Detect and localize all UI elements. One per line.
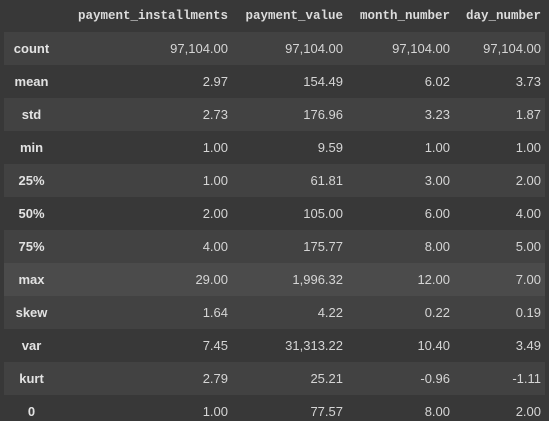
table-cell: 97,104.00 <box>483 41 541 56</box>
table-cell: 6.00 <box>424 206 450 221</box>
table-cell: 3.00 <box>424 173 450 188</box>
table-cell: 7.45 <box>202 338 228 353</box>
row-label: var <box>21 338 42 353</box>
row-label: 25% <box>18 173 45 188</box>
table-row: count 97,104.00 97,104.00 97,104.00 97,1… <box>4 32 545 65</box>
table-cell: 77.57 <box>310 404 343 419</box>
table-cell: 5.00 <box>515 239 541 254</box>
table-cell: 9.59 <box>317 140 343 155</box>
table-row: 25% 1.00 61.81 3.00 2.00 <box>4 164 545 197</box>
table-cell: 3.49 <box>515 338 541 353</box>
table-cell: -0.96 <box>420 371 450 386</box>
table-cell: 2.00 <box>202 206 228 221</box>
table-cell: 1.00 <box>202 140 228 155</box>
row-label: 0 <box>27 404 36 419</box>
row-label: std <box>21 107 42 122</box>
column-header-payment-installments: payment_installments <box>77 9 228 23</box>
table-row: 75% 4.00 175.77 8.00 5.00 <box>4 230 545 263</box>
table-row: max 29.00 1,996.32 12.00 7.00 <box>4 263 545 296</box>
column-header-month-number: month_number <box>359 9 450 23</box>
table-cell: 0.22 <box>424 305 450 320</box>
table-cell: 97,104.00 <box>285 41 343 56</box>
row-label: min <box>19 140 44 155</box>
table-cell: 3.23 <box>424 107 450 122</box>
table-cell: 175.77 <box>303 239 343 254</box>
table-cell: 154.49 <box>303 74 343 89</box>
table-cell: 8.00 <box>424 239 450 254</box>
table-row: 50% 2.00 105.00 6.00 4.00 <box>4 197 545 230</box>
row-label: mean <box>14 74 49 89</box>
table-cell: 31,313.22 <box>285 338 343 353</box>
table-cell: 10.40 <box>417 338 450 353</box>
table-cell: 8.00 <box>424 404 450 419</box>
row-label: kurt <box>19 371 44 386</box>
table-cell: 2.00 <box>515 173 541 188</box>
table-cell: 2.79 <box>202 371 228 386</box>
table-cell: 2.97 <box>202 74 228 89</box>
table-cell: 1.87 <box>515 107 541 122</box>
table-header: payment_installments payment_value month… <box>4 0 545 32</box>
table-cell: 4.00 <box>202 239 228 254</box>
table-cell: 7.00 <box>515 272 541 287</box>
table-cell: 4.00 <box>515 206 541 221</box>
table-row: mean 2.97 154.49 6.02 3.73 <box>4 65 545 98</box>
table-cell: 1.00 <box>202 404 228 419</box>
table-row: 0 1.00 77.57 8.00 2.00 <box>4 395 545 421</box>
column-header-day-number: day_number <box>465 9 541 23</box>
table-cell: -1.11 <box>512 371 541 386</box>
table-cell: 6.02 <box>424 74 450 89</box>
table-cell: 12.00 <box>417 272 450 287</box>
row-label: max <box>18 272 45 287</box>
table-row: std 2.73 176.96 3.23 1.87 <box>4 98 545 131</box>
table-cell: 2.73 <box>202 107 228 122</box>
table-row: skew 1.64 4.22 0.22 0.19 <box>4 296 545 329</box>
table-cell: 3.73 <box>515 74 541 89</box>
table-cell: 2.00 <box>515 404 541 419</box>
index-header-cell <box>4 0 59 32</box>
table-cell: 61.81 <box>310 173 343 188</box>
table-cell: 97,104.00 <box>170 41 228 56</box>
table-cell: 1.64 <box>202 305 228 320</box>
table-cell: 97,104.00 <box>392 41 450 56</box>
table-body: count 97,104.00 97,104.00 97,104.00 97,1… <box>4 32 545 421</box>
table-cell: 29.00 <box>195 272 228 287</box>
table-cell: 1,996.32 <box>292 272 343 287</box>
header-row: payment_installments payment_value month… <box>4 0 545 32</box>
table-cell: 4.22 <box>317 305 343 320</box>
row-label: 50% <box>18 206 45 221</box>
table-cell: 25.21 <box>310 371 343 386</box>
column-header-payment-value: payment_value <box>245 9 343 23</box>
row-label: 75% <box>18 239 45 254</box>
table-row: kurt 2.79 25.21 -0.96 -1.11 <box>4 362 545 395</box>
table-row: var 7.45 31,313.22 10.40 3.49 <box>4 329 545 362</box>
table-cell: 1.00 <box>202 173 228 188</box>
table-row: min 1.00 9.59 1.00 1.00 <box>4 131 545 164</box>
row-label: count <box>13 41 50 56</box>
table-cell: 105.00 <box>303 206 343 221</box>
describe-dataframe-table: payment_installments payment_value month… <box>4 0 545 421</box>
table-cell: 176.96 <box>303 107 343 122</box>
row-label: skew <box>15 305 48 320</box>
table-cell: 0.19 <box>515 305 541 320</box>
table-cell: 1.00 <box>424 140 450 155</box>
table-cell: 1.00 <box>515 140 541 155</box>
